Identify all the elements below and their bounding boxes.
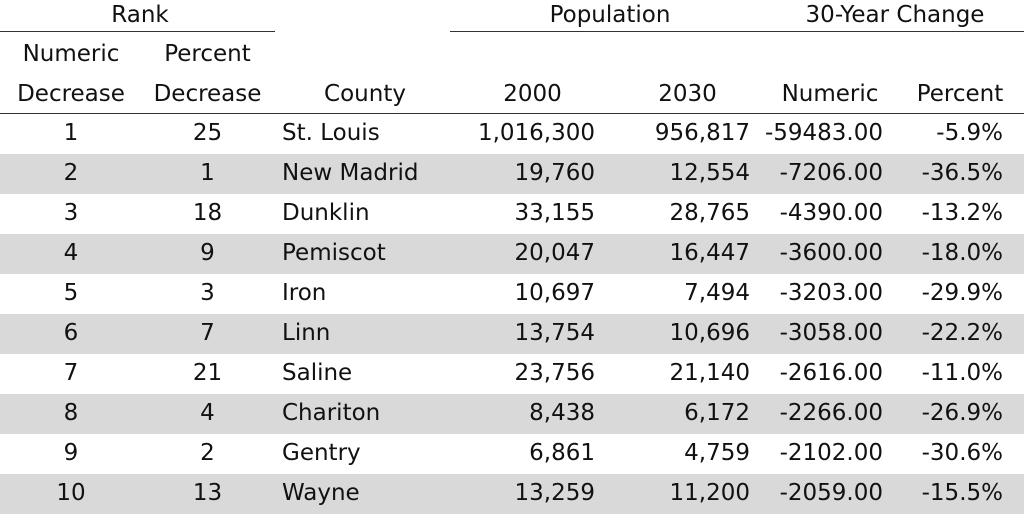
- numeric-decrease-header-line2: Decrease: [17, 81, 125, 107]
- pop-2000-cell: 1,016,300: [477, 120, 595, 146]
- change-percent-cell: -30.6%: [921, 440, 1003, 466]
- county-cell: St. Louis: [282, 120, 380, 146]
- pop-2000-cell: 8,438: [529, 400, 595, 426]
- change-group-header: 30-Year Change: [805, 2, 985, 28]
- table-row: 1 25 St. Louis 1,016,300 956,817 -59483.00 -5.…: [0, 114, 1024, 154]
- percent-rank-cell: 1: [200, 160, 215, 186]
- pop-2030-cell: 12,554: [669, 160, 750, 186]
- pop-2030-cell: 10,696: [669, 320, 750, 346]
- change-percent-cell: -15.5%: [921, 480, 1003, 506]
- change-percent-cell: -29.9%: [921, 280, 1003, 306]
- numeric-rank-cell: 5: [63, 280, 79, 306]
- table-row: 9 2 Gentry 6,861 4,759 -2102.00 -30.6%: [0, 434, 1024, 474]
- percent-rank-cell: 2: [200, 440, 215, 466]
- pop-2000-cell: 20,047: [514, 240, 595, 266]
- pop-2030-cell: 4,759: [684, 440, 750, 466]
- percent-rank-cell: 3: [200, 280, 215, 306]
- pop-2000-cell: 23,756: [514, 360, 595, 386]
- county-cell: Wayne: [282, 480, 360, 506]
- pop-2000-cell: 13,754: [514, 320, 595, 346]
- change-numeric-cell: -3600.00: [779, 240, 883, 266]
- pop-2000-cell: 10,697: [514, 280, 595, 306]
- numeric-rank-cell: 1: [63, 120, 79, 146]
- county-cell: Linn: [282, 320, 331, 346]
- percent-rank-cell: 7: [200, 320, 215, 346]
- table-row: 2 1 New Madrid 19,760 12,554 -7206.00 -36.5%: [0, 154, 1024, 194]
- pop-2000-header: 2000: [503, 81, 562, 107]
- percent-rank-cell: 25: [192, 120, 223, 146]
- pop-2000-cell: 6,861: [529, 440, 595, 466]
- pop-2030-cell: 11,200: [669, 480, 750, 506]
- percent-rank-cell: 21: [192, 360, 223, 386]
- change-percent-cell: -22.2%: [921, 320, 1003, 346]
- population-group-header: Population: [549, 2, 671, 28]
- pop-2030-cell: 7,494: [684, 280, 750, 306]
- county-cell: New Madrid: [282, 160, 419, 186]
- pop-2000-cell: 33,155: [514, 200, 595, 226]
- table-row: 10 13 Wayne 13,259 11,200 -2059.00 -15.5%: [0, 474, 1024, 514]
- rank-group-header: Rank: [111, 2, 169, 28]
- change-numeric-cell: -3058.00: [779, 320, 883, 346]
- change-numeric-cell: -4390.00: [779, 200, 883, 226]
- change-percent-cell: -18.0%: [921, 240, 1003, 266]
- numeric-rank-cell: 10: [56, 480, 86, 506]
- numeric-rank-cell: 6: [63, 320, 79, 346]
- pop-2030-cell: 28,765: [669, 200, 750, 226]
- pop-2030-cell: 6,172: [684, 400, 750, 426]
- table-row: 8 4 Chariton 8,438 6,172 -2266.00 -26.9%: [0, 394, 1024, 434]
- pop-2000-cell: 13,259: [514, 480, 595, 506]
- change-numeric-cell: -2102.00: [779, 440, 883, 466]
- numeric-rank-cell: 4: [63, 240, 79, 266]
- table-row: 6 7 Linn 13,754 10,696 -3058.00 -22.2%: [0, 314, 1024, 354]
- change-percent-cell: -26.9%: [921, 400, 1003, 426]
- numeric-rank-cell: 9: [63, 440, 79, 466]
- numeric-decrease-header-line1: Numeric: [22, 41, 120, 67]
- table-row: 5 3 Iron 10,697 7,494 -3203.00 -29.9%: [0, 274, 1024, 314]
- county-header: County: [324, 81, 406, 107]
- county-cell: Dunklin: [282, 200, 370, 226]
- numeric-rank-cell: 8: [63, 400, 79, 426]
- numeric-rank-cell: 3: [63, 200, 79, 226]
- change-percent-cell: -13.2%: [921, 200, 1003, 226]
- county-cell: Chariton: [282, 400, 381, 426]
- percent-decrease-header-line2: Decrease: [153, 81, 262, 107]
- pop-2030-cell: 16,447: [669, 240, 750, 266]
- change-percent-cell: -5.9%: [936, 120, 1003, 146]
- percent-rank-cell: 13: [192, 480, 223, 506]
- table-row: 4 9 Pemiscot 20,047 16,447 -3600.00 -18.0%: [0, 234, 1024, 274]
- county-cell: Pemiscot: [282, 240, 386, 266]
- change-numeric-header: Numeric: [781, 81, 879, 107]
- change-numeric-cell: -2266.00: [779, 400, 883, 426]
- county-cell: Iron: [282, 280, 327, 306]
- change-numeric-cell: -3203.00: [779, 280, 883, 306]
- numeric-rank-cell: 2: [63, 160, 79, 186]
- change-numeric-cell: -59483.00: [764, 120, 883, 146]
- change-numeric-cell: -2616.00: [779, 360, 883, 386]
- pop-2030-header: 2030: [658, 81, 717, 107]
- header-bottom-rule: [0, 113, 1024, 114]
- numeric-rank-cell: 7: [63, 360, 79, 386]
- pop-2030-cell: 21,140: [669, 360, 750, 386]
- change-percent-cell: -11.0%: [921, 360, 1003, 386]
- change-percent-header: Percent: [916, 81, 1004, 107]
- table-row: 7 21 Saline 23,756 21,140 -2616.00 -11.0%: [0, 354, 1024, 394]
- percent-rank-cell: 9: [200, 240, 215, 266]
- pop-2030-cell: 956,817: [654, 120, 750, 146]
- table-row: 3 18 Dunklin 33,155 28,765 -4390.00 -13.2%: [0, 194, 1024, 234]
- county-cell: Gentry: [282, 440, 361, 466]
- percent-decrease-header-line1: Percent: [164, 41, 251, 67]
- change-numeric-cell: -7206.00: [779, 160, 883, 186]
- rank-group-rule: [0, 31, 275, 32]
- change-numeric-cell: -2059.00: [779, 480, 883, 506]
- pop-2000-cell: 19,760: [514, 160, 595, 186]
- population-change-group-rule: [450, 31, 1024, 32]
- percent-rank-cell: 18: [192, 200, 223, 226]
- change-percent-cell: -36.5%: [921, 160, 1003, 186]
- county-cell: Saline: [282, 360, 353, 386]
- percent-rank-cell: 4: [200, 400, 215, 426]
